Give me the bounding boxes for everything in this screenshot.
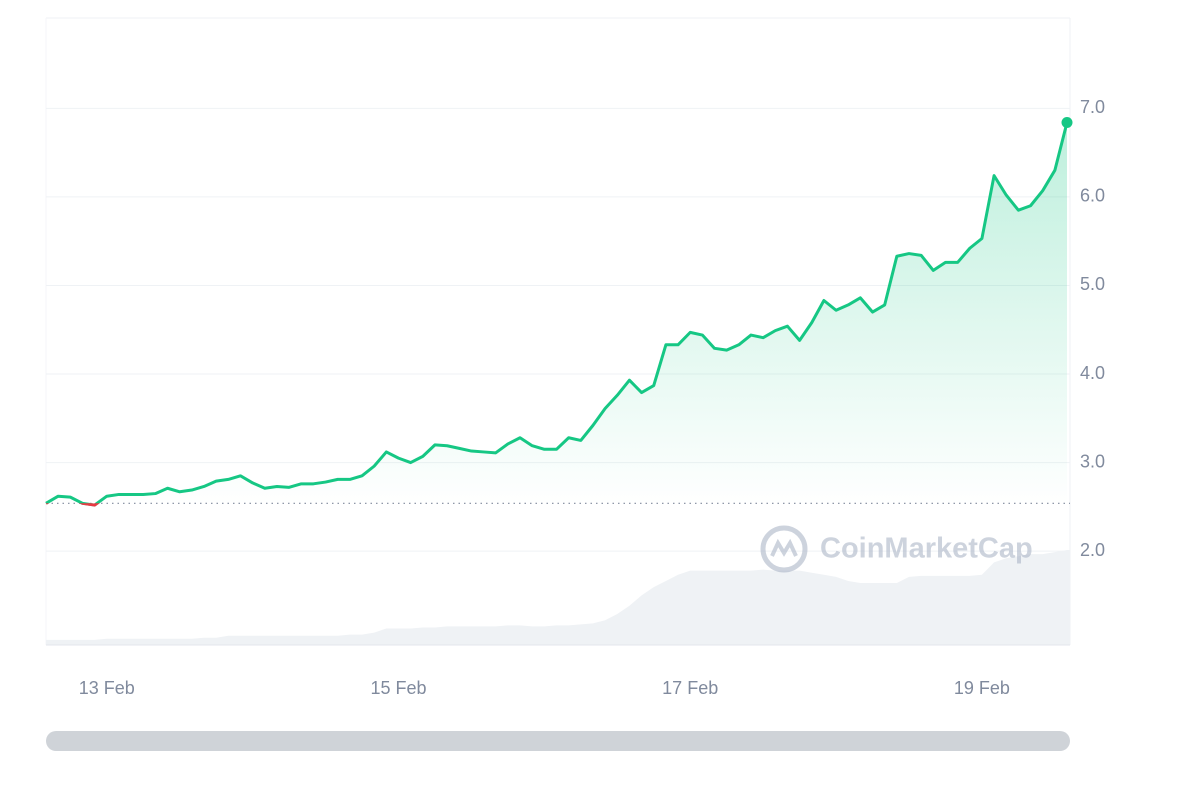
x-tick-label: 19 Feb bbox=[954, 678, 1010, 698]
plot bbox=[45, 117, 1073, 507]
y-tick-label: 2.0 bbox=[1080, 540, 1105, 560]
y-tick-label: 7.0 bbox=[1080, 97, 1105, 117]
line-area bbox=[46, 122, 1067, 506]
scrollbar[interactable] bbox=[46, 731, 1070, 751]
watermark-text: CoinMarketCap bbox=[820, 533, 1033, 565]
watermark-logo-mark bbox=[770, 538, 798, 557]
y-tick-label: 4.0 bbox=[1080, 363, 1105, 383]
volume-area bbox=[46, 550, 1070, 645]
x-tick-label: 15 Feb bbox=[370, 678, 426, 698]
y-tick-label: 5.0 bbox=[1080, 274, 1105, 294]
x-tick-label: 17 Feb bbox=[662, 678, 718, 698]
y-tick-label: 3.0 bbox=[1080, 451, 1105, 471]
price-line bbox=[45, 122, 1069, 507]
volume-layer bbox=[46, 550, 1070, 645]
x-tick-label: 13 Feb bbox=[79, 678, 135, 698]
y-tick-label: 6.0 bbox=[1080, 186, 1105, 206]
watermark-logo bbox=[760, 525, 808, 573]
watermark: CoinMarketCap bbox=[760, 525, 1033, 573]
last-point bbox=[1061, 117, 1073, 128]
